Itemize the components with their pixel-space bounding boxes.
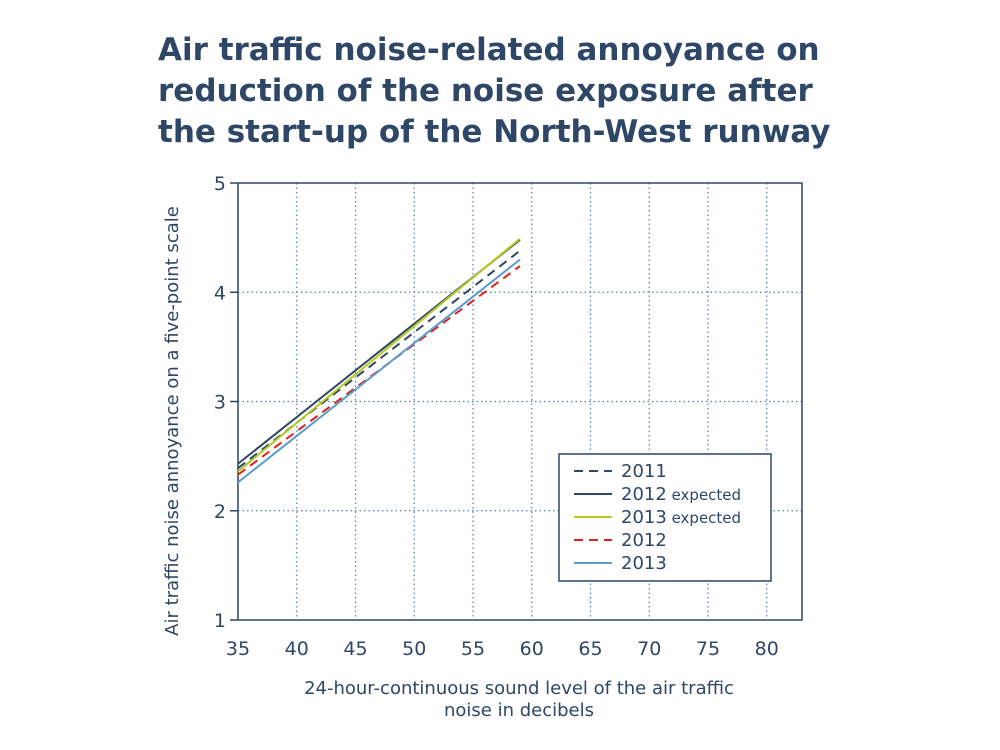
x-axis-ticks: 35 40 45 50 55 60 65 70 75 80 xyxy=(226,638,779,660)
legend-label: 2012 xyxy=(621,530,667,551)
x-axis-label-line-1: 24-hour-continuous sound level of the ai… xyxy=(304,678,734,699)
y-axis-ticks: 1 2 3 4 5 xyxy=(214,173,238,632)
x-tick-label: 35 xyxy=(226,638,250,660)
y-tick-label: 1 xyxy=(214,610,226,632)
legend-label: 2011 xyxy=(621,461,667,482)
y-tick-label: 2 xyxy=(214,501,226,523)
legend-label: 2013 expected xyxy=(621,507,741,528)
series-line xyxy=(237,258,521,484)
legend-label: 2013 xyxy=(621,553,667,574)
x-tick-label: 40 xyxy=(285,638,309,660)
series-lines xyxy=(237,237,521,484)
x-tick-label: 50 xyxy=(402,638,426,660)
y-tick-label: 4 xyxy=(214,282,226,304)
y-tick-label: 3 xyxy=(214,392,226,414)
x-tick-label: 80 xyxy=(755,638,779,660)
x-axis-label-line-2: noise in decibels xyxy=(444,700,594,721)
series-line xyxy=(237,265,521,476)
y-axis-label: Air traffic noise annoyance on a five-po… xyxy=(162,206,183,636)
x-tick-label: 60 xyxy=(520,638,544,660)
x-tick-label: 55 xyxy=(461,638,485,660)
x-tick-label: 75 xyxy=(696,638,720,660)
chart-title: Air traffic noise-related annoyance on r… xyxy=(158,30,958,153)
legend-label: 2012 expected xyxy=(621,484,741,505)
chart-title-line-2: reduction of the noise exposure after xyxy=(158,73,813,109)
chart-title-line-1: Air traffic noise-related annoyance on xyxy=(158,32,820,68)
x-tick-label: 65 xyxy=(578,638,602,660)
x-tick-label: 70 xyxy=(637,638,661,660)
chart-title-line-3: the start-up of the North-West runway xyxy=(158,114,831,150)
grid-lines xyxy=(238,183,802,620)
x-tick-label: 45 xyxy=(343,638,367,660)
series-line xyxy=(237,237,521,473)
y-tick-label: 5 xyxy=(214,173,226,195)
